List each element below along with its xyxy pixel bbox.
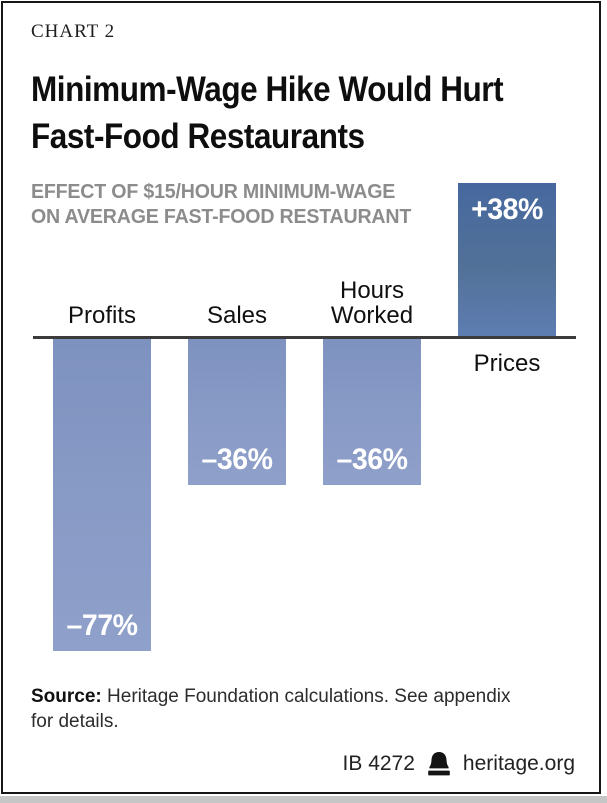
page-edge-strip (0, 796, 607, 803)
chart-title-line1: Minimum-Wage Hike Would Hurt (31, 70, 504, 109)
liberty-bell-icon (428, 751, 450, 775)
value-label-sales: –36% (201, 443, 273, 476)
bar-profits: –77% (53, 339, 151, 651)
chart-subtitle-line2: ON AVERAGE FAST-FOOD RESTAURANT (31, 206, 412, 228)
source-text: Heritage Foundation calculations. See ap… (31, 686, 511, 732)
report-id: IB 4272 (342, 752, 415, 775)
footer: IB 4272 heritage.org (343, 750, 575, 778)
chart-kicker: CHART 2 (31, 21, 116, 42)
chart-title: Minimum-Wage Hike Would Hurt Fast-Food R… (31, 66, 504, 160)
category-label-hours-worked: Hours Worked (330, 277, 414, 329)
chart-subtitle: EFFECT OF $15/HOUR MINIMUM-WAGE ON AVERA… (31, 180, 411, 230)
chart-title-line2: Fast-Food Restaurants (31, 117, 365, 156)
bar-sales: –36% (188, 339, 286, 485)
footer-site: heritage.org (462, 752, 575, 775)
category-label-prices: Prices (473, 350, 541, 377)
chart-subtitle-line1: EFFECT OF $15/HOUR MINIMUM-WAGE (31, 181, 396, 203)
bar-prices: +38% (458, 183, 556, 337)
category-label-sales: Sales (206, 302, 268, 329)
value-label-prices: +38% (471, 193, 543, 226)
source-note: Source: Heritage Foundation calculations… (31, 684, 531, 734)
source-label: Source: (31, 686, 102, 707)
value-label-hours-worked: –36% (336, 443, 408, 476)
bar-hours-worked: –36% (323, 339, 421, 485)
value-label-profits: –77% (66, 609, 138, 642)
zero-baseline-axis (33, 336, 576, 339)
category-label-profits: Profits (67, 302, 136, 329)
